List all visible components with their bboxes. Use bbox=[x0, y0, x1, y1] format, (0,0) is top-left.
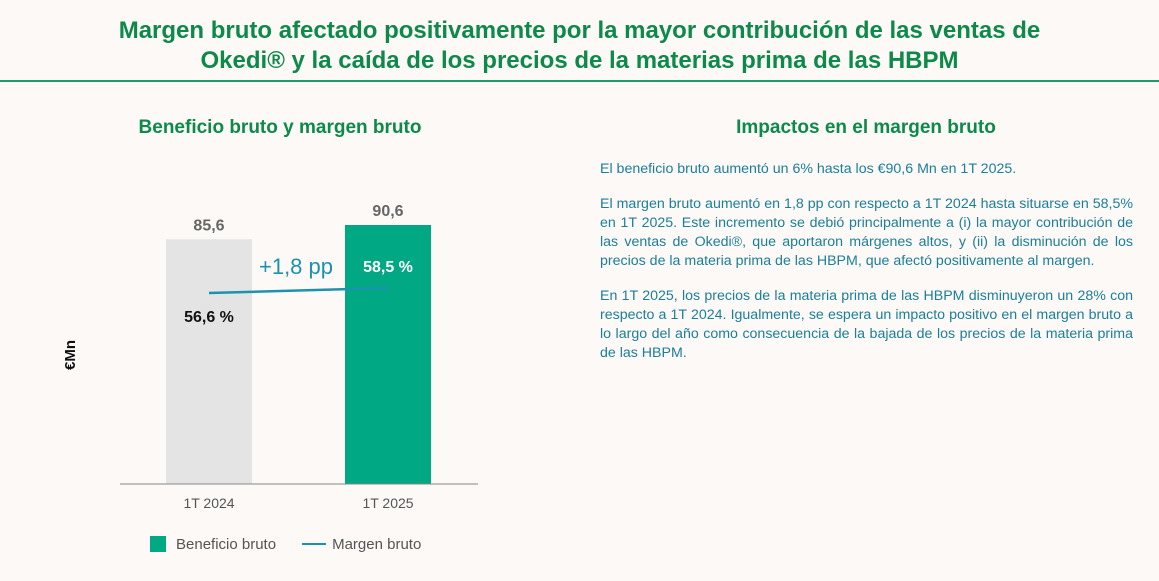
chart-title: Beneficio bruto y margen bruto bbox=[138, 117, 422, 138]
labels-layer: 85,6 1T 2024 90,6 1T 2025 56,6 % 58,5 % +1,8 p… bbox=[183, 203, 413, 511]
slide-title: Margen bruto afectado positivamente por … bbox=[0, 0, 1159, 76]
slide-title-line1: Margen bruto afectado positivamente por … bbox=[118, 17, 1041, 44]
legend-swatch-beneficio bbox=[150, 536, 166, 552]
slide-title-line2: Okedi® y la caída de los precios de la m… bbox=[200, 47, 959, 74]
impacts-paragraph-1: El beneficio bruto aumentó un 6% hasta l… bbox=[600, 161, 1017, 177]
bars-layer bbox=[166, 225, 431, 484]
bar-value-label-2: 90,6 bbox=[372, 203, 403, 220]
bar-value-label-1: 85,6 bbox=[193, 217, 224, 234]
chart-legend: Beneficio bruto Margen bruto bbox=[150, 533, 421, 555]
legend-label-margen: Margen bruto bbox=[332, 535, 422, 553]
slide-header: Margen bruto afectado positivamente por … bbox=[0, 0, 1159, 82]
bar-2 bbox=[345, 225, 431, 484]
x-tick-label-2: 1T 2025 bbox=[362, 495, 413, 511]
impacts-paragraph-2: El margen bruto aumentó en 1,8 pp con re… bbox=[600, 196, 1133, 269]
margin-line bbox=[208, 286, 389, 295]
bar-1 bbox=[166, 239, 252, 484]
legend-label-beneficio: Beneficio bruto bbox=[176, 535, 277, 553]
legend-swatch-margen bbox=[302, 543, 327, 545]
impacts-paragraph-3: En 1T 2025, los precios de la materia pr… bbox=[600, 288, 1133, 361]
impacts-text: El beneficio bruto aumentó un 6% hasta l… bbox=[600, 160, 1133, 379]
margin-label-2: 58,5 % bbox=[363, 259, 413, 276]
margin-delta-annotation: +1,8 pp bbox=[259, 254, 333, 279]
margin-label-1: 56,6 % bbox=[184, 309, 234, 326]
x-tick-label-1: 1T 2024 bbox=[183, 495, 234, 511]
impacts-title: Impactos en el margen bruto bbox=[736, 117, 996, 138]
margin-line-layer bbox=[208, 286, 389, 295]
